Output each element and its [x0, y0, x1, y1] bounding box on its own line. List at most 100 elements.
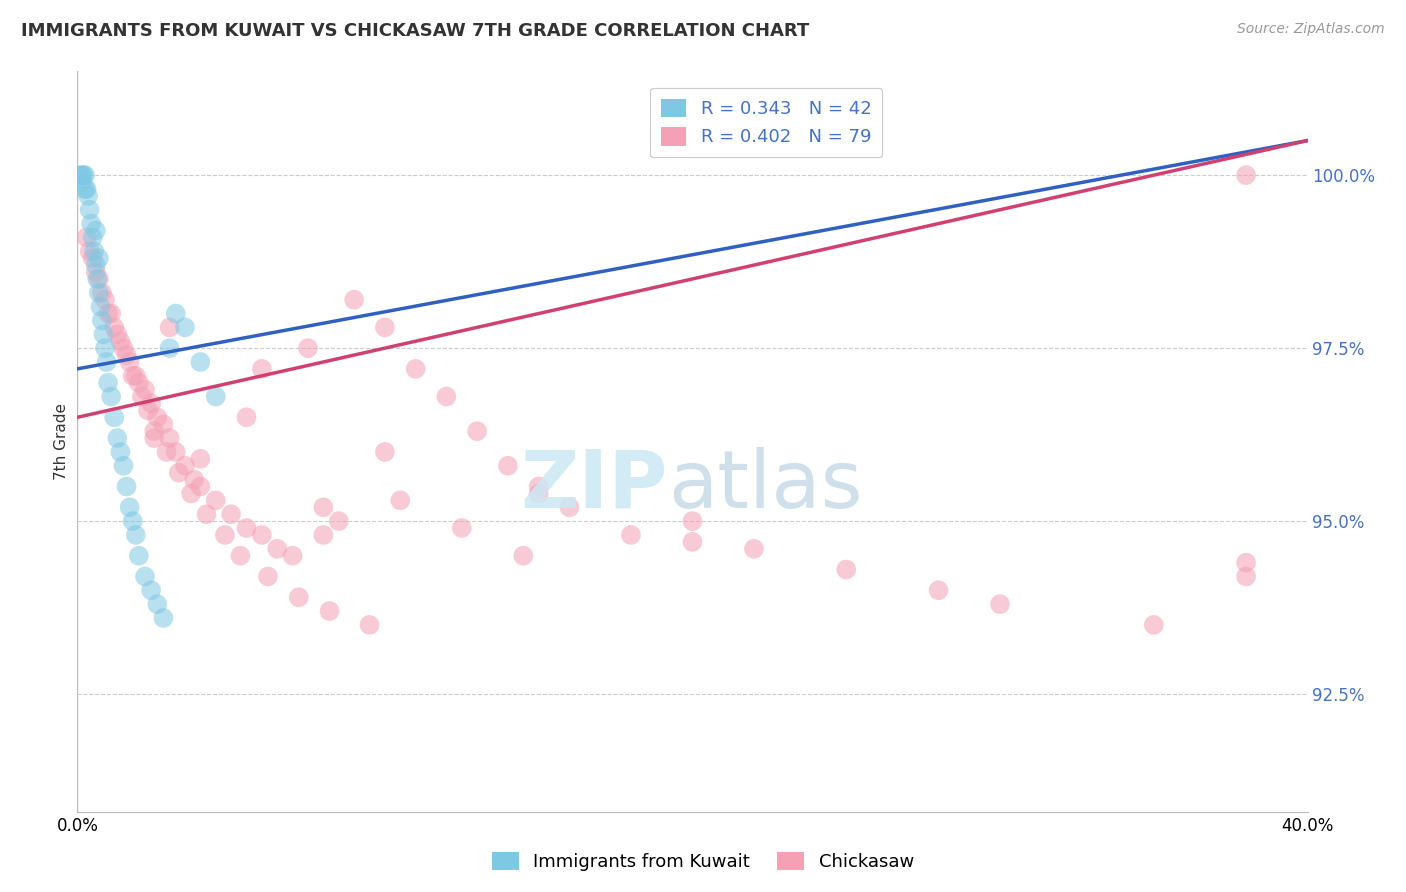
Point	[112, 341, 135, 355]
Point	[97, 306, 120, 320]
Point	[374, 320, 396, 334]
Point	[86, 272, 108, 286]
Point	[436, 390, 458, 404]
Point	[90, 313, 114, 327]
Point	[450, 521, 472, 535]
Point	[87, 285, 110, 300]
Point	[70, 168, 93, 182]
Point	[155, 445, 177, 459]
Point	[84, 223, 107, 237]
Point	[90, 285, 114, 300]
Point	[141, 396, 163, 410]
Point	[318, 604, 340, 618]
Point	[297, 341, 319, 355]
Point	[159, 320, 181, 334]
Point	[405, 362, 427, 376]
Point	[527, 486, 550, 500]
Point	[389, 493, 412, 508]
Point	[183, 473, 205, 487]
Point	[465, 424, 488, 438]
Point	[96, 355, 118, 369]
Point	[928, 583, 950, 598]
Point	[281, 549, 304, 563]
Point	[94, 341, 117, 355]
Point	[682, 514, 704, 528]
Point	[1143, 618, 1166, 632]
Text: Source: ZipAtlas.com: Source: ZipAtlas.com	[1237, 22, 1385, 37]
Point	[188, 355, 212, 369]
Legend: Immigrants from Kuwait, Chickasaw: Immigrants from Kuwait, Chickasaw	[485, 845, 921, 879]
Point	[1234, 168, 1257, 182]
Point	[105, 327, 128, 342]
Point	[125, 368, 148, 383]
Point	[188, 479, 212, 493]
Text: atlas: atlas	[668, 447, 862, 525]
Point	[73, 182, 96, 196]
Legend: R = 0.343   N = 42, R = 0.402   N = 79: R = 0.343 N = 42, R = 0.402 N = 79	[650, 87, 883, 157]
Point	[93, 327, 115, 342]
Point	[84, 265, 107, 279]
Point	[110, 445, 132, 459]
Point	[131, 390, 153, 404]
Point	[165, 306, 187, 320]
Point	[742, 541, 765, 556]
Point	[83, 244, 105, 259]
Point	[118, 500, 141, 515]
Point	[512, 549, 534, 563]
Point	[359, 618, 381, 632]
Point	[128, 376, 150, 390]
Point	[266, 541, 288, 556]
Point	[558, 500, 581, 515]
Point	[103, 320, 125, 334]
Point	[195, 507, 218, 521]
Point	[134, 569, 156, 583]
Point	[87, 272, 110, 286]
Point	[121, 368, 143, 383]
Point	[159, 341, 181, 355]
Point	[136, 403, 159, 417]
Point	[143, 431, 166, 445]
Point	[682, 534, 704, 549]
Point	[100, 306, 122, 320]
Point	[115, 348, 138, 362]
Point	[374, 445, 396, 459]
Point	[235, 410, 257, 425]
Point	[146, 410, 169, 425]
Point	[128, 549, 150, 563]
Point	[103, 410, 125, 425]
Point	[288, 591, 311, 605]
Point	[188, 451, 212, 466]
Point	[76, 230, 98, 244]
Point	[152, 611, 174, 625]
Point	[87, 251, 110, 265]
Point	[312, 528, 335, 542]
Point	[174, 458, 197, 473]
Point	[229, 549, 252, 563]
Point	[1234, 556, 1257, 570]
Point	[343, 293, 366, 307]
Point	[214, 528, 236, 542]
Point	[146, 597, 169, 611]
Point	[988, 597, 1011, 611]
Point	[70, 175, 93, 189]
Point	[82, 251, 104, 265]
Point	[527, 479, 550, 493]
Point	[80, 217, 103, 231]
Point	[328, 514, 350, 528]
Point	[118, 355, 141, 369]
Point	[82, 230, 104, 244]
Point	[143, 424, 166, 438]
Point	[97, 376, 120, 390]
Point	[204, 390, 226, 404]
Point	[204, 493, 226, 508]
Point	[77, 189, 100, 203]
Point	[94, 293, 117, 307]
Point	[250, 362, 273, 376]
Text: ZIP: ZIP	[520, 447, 668, 525]
Point	[105, 431, 128, 445]
Point	[76, 182, 98, 196]
Point	[73, 168, 96, 182]
Point	[141, 583, 163, 598]
Point	[250, 528, 273, 542]
Point	[89, 300, 111, 314]
